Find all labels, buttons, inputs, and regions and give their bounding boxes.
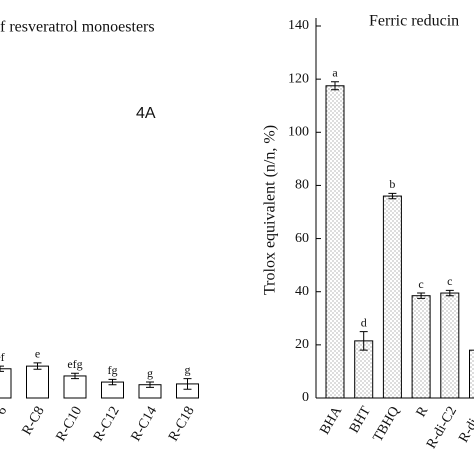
x-tick-label: BHA bbox=[317, 403, 345, 437]
error-bar bbox=[108, 378, 117, 386]
bar bbox=[382, 195, 402, 399]
error-bar bbox=[331, 81, 339, 91]
error-bar bbox=[146, 381, 154, 388]
bar bbox=[0, 368, 12, 399]
error-bar bbox=[445, 289, 454, 297]
x-tick-label: BHT bbox=[347, 404, 374, 436]
error-bar bbox=[359, 331, 368, 351]
x-tick-label: R bbox=[414, 404, 432, 420]
bar bbox=[26, 365, 49, 399]
significance-letter: b bbox=[389, 177, 395, 191]
bar bbox=[63, 375, 87, 399]
bar bbox=[469, 349, 474, 399]
error-bar bbox=[183, 378, 192, 390]
y-tick-label: 40 bbox=[295, 284, 309, 299]
significance-letter: g bbox=[185, 362, 191, 376]
chart-title: Ferric reducin bbox=[369, 13, 459, 30]
significance-letter: e bbox=[35, 347, 40, 361]
significance-letter: d bbox=[361, 315, 367, 329]
x-tick-label: R-C14 bbox=[129, 404, 161, 444]
significance-letter: a bbox=[332, 66, 338, 80]
y-axis-label: Trolox equivalent (n/n, %) bbox=[262, 125, 279, 295]
significance-letter: g bbox=[147, 366, 153, 380]
x-tick-label: R-di-C bbox=[456, 404, 474, 445]
y-tick-label: 20 bbox=[295, 337, 309, 352]
significance-letter: c bbox=[447, 274, 452, 288]
error-bar bbox=[71, 372, 79, 380]
significance-letter: efg bbox=[67, 357, 82, 371]
x-tick-label: R-C8 bbox=[20, 404, 48, 438]
x-tick-label: R-C10 bbox=[54, 404, 86, 444]
significance-letter: fg bbox=[108, 363, 118, 377]
error-bar bbox=[0, 365, 4, 372]
chart-title: f resveratrol monoesters bbox=[0, 19, 155, 36]
y-tick-label: 60 bbox=[295, 231, 309, 246]
significance-letter: ef bbox=[0, 350, 5, 364]
significance-letter: c bbox=[418, 277, 423, 291]
error-bar bbox=[388, 192, 397, 200]
x-tick-label: TBHQ bbox=[371, 404, 403, 445]
error-bar bbox=[417, 292, 426, 299]
y-tick-label: 120 bbox=[288, 71, 309, 86]
x-tick-label: R-C18 bbox=[166, 404, 198, 444]
x-tick-label: R-C12 bbox=[91, 404, 123, 444]
error-bar bbox=[33, 362, 42, 370]
y-tick-label: 80 bbox=[295, 178, 309, 193]
x-tick-label: 6 bbox=[0, 404, 10, 418]
bar bbox=[411, 295, 431, 399]
bar bbox=[440, 292, 460, 399]
annotation: 4A bbox=[136, 105, 156, 122]
y-tick-label: 0 bbox=[302, 390, 309, 405]
y-tick-label: 140 bbox=[288, 18, 309, 33]
y-tick-label: 100 bbox=[288, 125, 309, 140]
bar bbox=[325, 85, 345, 399]
